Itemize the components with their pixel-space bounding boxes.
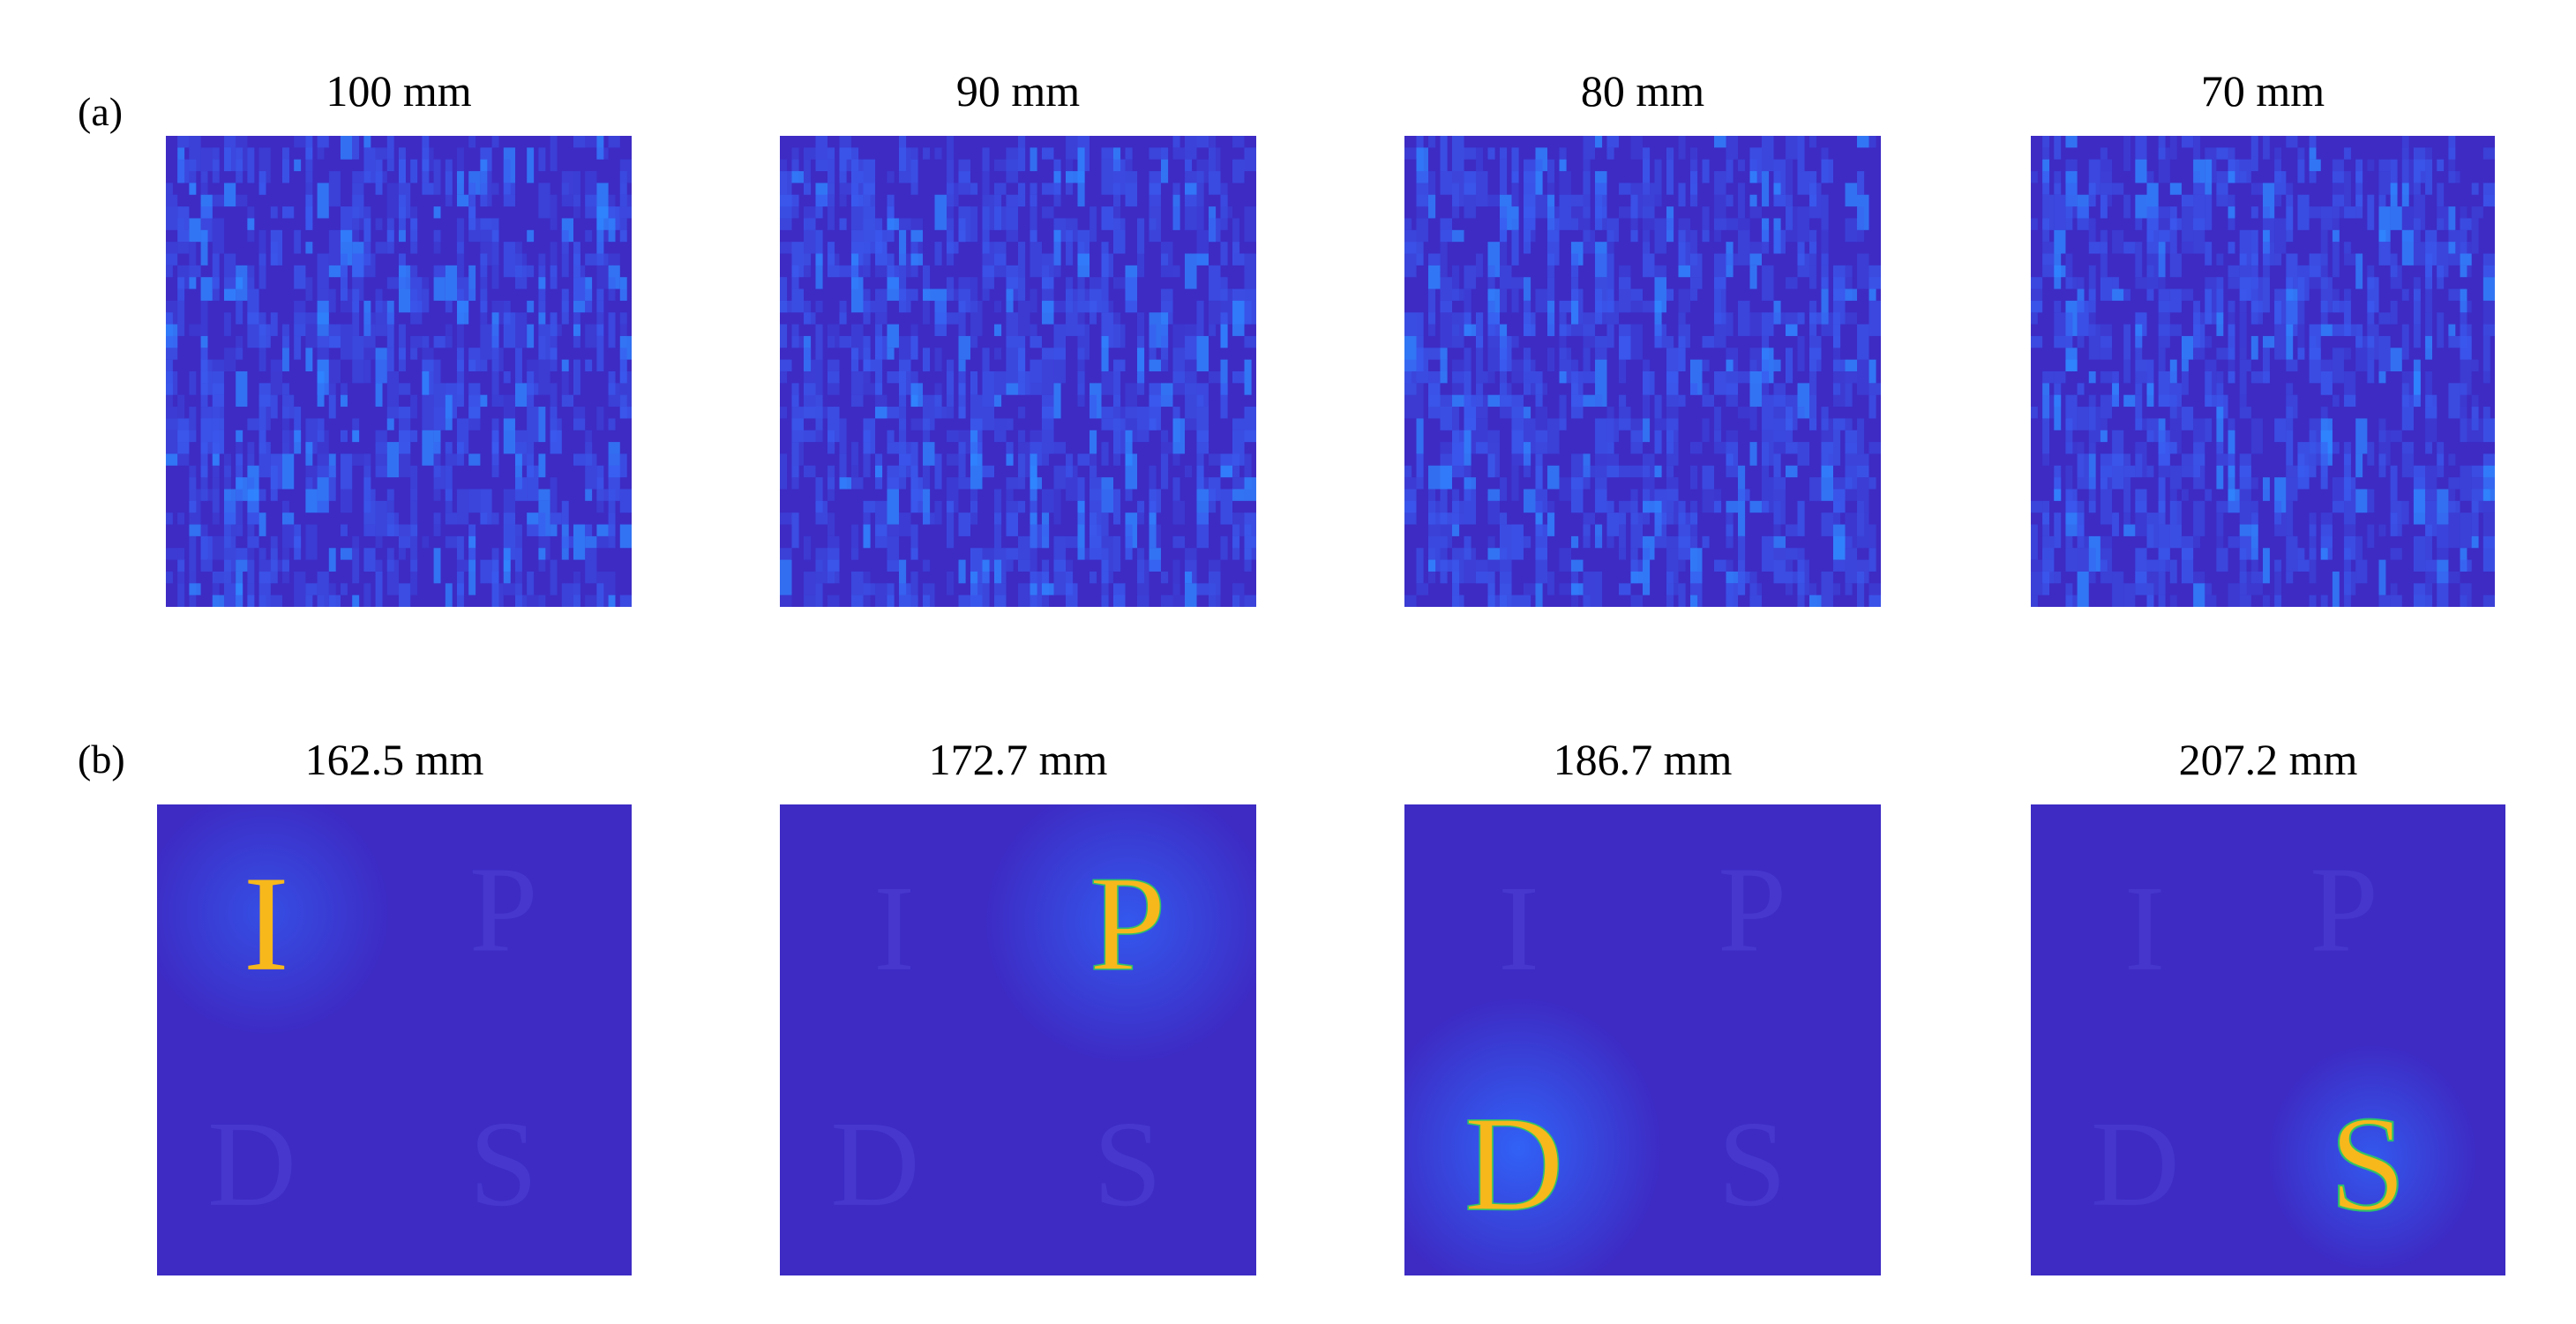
panel-b-172-7mm: 172.7 mm I D S P — [780, 737, 1256, 1277]
panel-b-207-2mm: 207.2 mm I P D S — [2031, 737, 2505, 1277]
ghost-letter-s: S — [1093, 1097, 1162, 1232]
reconstruction-image: I D S P — [780, 804, 1256, 1275]
ghost-letter-s: S — [1718, 1097, 1786, 1232]
ghost-letter-i: I — [873, 862, 915, 997]
ghost-letter-p: P — [2310, 842, 2378, 977]
ghost-letter-s: S — [469, 1096, 538, 1231]
letter-s: S — [2330, 1088, 2407, 1239]
speckle-image — [1404, 136, 1881, 607]
panel-title: 100 mm — [326, 66, 472, 116]
panel-b-186-7mm: 186.7 mm I P S D — [1404, 737, 1881, 1277]
ghost-letter-p: P — [469, 842, 538, 977]
letter-d: D — [1464, 1088, 1564, 1239]
letter-i: I — [243, 847, 289, 999]
panel-a-70mm: 70 mm — [2031, 69, 2495, 609]
ghost-letter-d: D — [830, 1097, 919, 1232]
ghost-letter-p: P — [1718, 842, 1786, 977]
speckle-image — [2031, 136, 2495, 607]
panel-title: 70 mm — [2200, 66, 2325, 116]
ghost-letter-i: I — [1498, 862, 1539, 997]
panel-title: 172.7 mm — [928, 735, 1108, 784]
panel-a-90mm: 90 mm — [780, 69, 1256, 609]
panel-title: 186.7 mm — [1553, 735, 1733, 784]
ghost-letter-i: I — [2124, 861, 2166, 996]
reconstruction-image: P D S I — [157, 804, 632, 1275]
panel-title: 90 mm — [955, 66, 1081, 116]
letter-p: P — [1090, 848, 1166, 999]
panel-title: 207.2 mm — [2178, 735, 2358, 784]
reconstruction-image: I P D S — [2031, 804, 2505, 1275]
speckle-image — [780, 136, 1256, 607]
panel-b-162-5mm: 162.5 mm P D S I — [157, 737, 632, 1277]
panel-title: 162.5 mm — [304, 735, 484, 784]
speckle-image — [166, 136, 632, 607]
ghost-letter-d: D — [207, 1096, 296, 1231]
reconstruction-image: I P S D — [1404, 804, 1881, 1275]
panel-a-100mm: 100 mm — [166, 69, 632, 609]
panel-a-80mm: 80 mm — [1404, 69, 1881, 609]
row-b-label: (b) — [78, 737, 125, 782]
panel-title: 80 mm — [1580, 66, 1705, 116]
ghost-letter-d: D — [2091, 1096, 2180, 1231]
row-a-label: (a) — [78, 89, 124, 134]
